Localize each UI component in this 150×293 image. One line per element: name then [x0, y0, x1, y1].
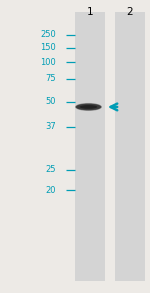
- Ellipse shape: [76, 104, 101, 110]
- Text: 20: 20: [46, 186, 56, 195]
- Text: 25: 25: [46, 166, 56, 174]
- Ellipse shape: [77, 105, 100, 109]
- Ellipse shape: [77, 105, 100, 109]
- Ellipse shape: [76, 104, 101, 110]
- Ellipse shape: [76, 104, 101, 110]
- Text: 100: 100: [40, 58, 56, 67]
- Ellipse shape: [80, 105, 97, 109]
- Text: 37: 37: [45, 122, 56, 131]
- Text: 1: 1: [87, 7, 93, 17]
- Ellipse shape: [75, 103, 102, 111]
- Ellipse shape: [77, 105, 100, 109]
- Text: 50: 50: [46, 98, 56, 106]
- Text: 250: 250: [40, 30, 56, 39]
- Ellipse shape: [75, 103, 102, 111]
- Ellipse shape: [75, 103, 102, 111]
- Ellipse shape: [76, 104, 101, 110]
- Ellipse shape: [76, 104, 100, 110]
- Text: 150: 150: [40, 43, 56, 52]
- Text: 75: 75: [46, 74, 56, 83]
- Bar: [75, 12, 105, 281]
- Text: 2: 2: [126, 7, 133, 17]
- Ellipse shape: [76, 103, 101, 110]
- Bar: [115, 12, 145, 281]
